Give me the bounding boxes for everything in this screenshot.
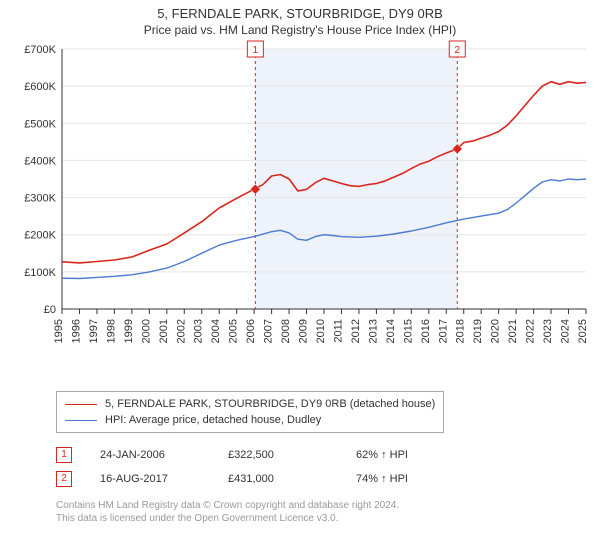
- x-tick-label: 2024: [560, 319, 572, 343]
- sale-marker-box: 1: [56, 447, 72, 463]
- marker-flag-number: 2: [454, 45, 460, 56]
- x-tick-label: 2016: [420, 319, 432, 343]
- chart-subtitle: Price paid vs. HM Land Registry's House …: [0, 23, 600, 37]
- sale-date: 16-AUG-2017: [100, 473, 200, 485]
- x-tick-label: 2005: [228, 319, 240, 343]
- x-tick-label: 2014: [385, 319, 397, 343]
- y-tick-label: £600K: [24, 81, 56, 93]
- x-tick-label: 1997: [88, 319, 100, 343]
- x-tick-label: 2021: [507, 319, 519, 343]
- x-tick-label: 2022: [525, 319, 537, 343]
- x-tick-label: 1999: [123, 319, 135, 343]
- footer-attribution: Contains HM Land Registry data © Crown c…: [56, 499, 588, 525]
- x-tick-label: 2006: [245, 319, 257, 343]
- legend-box: 5, FERNDALE PARK, STOURBRIDGE, DY9 0RB (…: [56, 391, 444, 433]
- sale-row: 2 16-AUG-2017 £431,000 74% ↑ HPI: [56, 467, 588, 491]
- y-tick-label: £0: [44, 304, 56, 316]
- x-tick-label: 2020: [490, 319, 502, 343]
- x-tick-label: 2012: [350, 319, 362, 343]
- x-tick-label: 2011: [332, 319, 344, 343]
- y-tick-label: £400K: [24, 155, 56, 167]
- legend-label: HPI: Average price, detached house, Dudl…: [105, 414, 321, 426]
- sale-marker-box: 2: [56, 471, 72, 487]
- marker-flag-number: 1: [253, 45, 259, 56]
- figure-root: 5, FERNDALE PARK, STOURBRIDGE, DY9 0RB P…: [0, 0, 600, 560]
- x-tick-label: 2013: [367, 319, 379, 343]
- x-tick-label: 2004: [210, 319, 222, 343]
- x-tick-label: 1996: [70, 319, 82, 343]
- footer-line-1: Contains HM Land Registry data © Crown c…: [56, 499, 588, 512]
- sale-price: £431,000: [228, 473, 328, 485]
- chart-title: 5, FERNDALE PARK, STOURBRIDGE, DY9 0RB: [0, 6, 600, 21]
- x-tick-label: 2010: [315, 319, 327, 343]
- legend-row: 5, FERNDALE PARK, STOURBRIDGE, DY9 0RB (…: [65, 396, 435, 412]
- legend-row: HPI: Average price, detached house, Dudl…: [65, 412, 435, 428]
- x-tick-label: 2008: [280, 319, 292, 343]
- x-tick-label: 1995: [53, 319, 65, 343]
- x-tick-label: 2018: [455, 319, 467, 343]
- x-tick-label: 2025: [577, 319, 589, 343]
- sale-price: £322,500: [228, 449, 328, 461]
- y-tick-label: £100K: [24, 267, 56, 279]
- sale-date: 24-JAN-2006: [100, 449, 200, 461]
- y-tick-label: £500K: [24, 118, 56, 130]
- y-tick-label: £200K: [24, 230, 56, 242]
- x-tick-label: 2017: [437, 319, 449, 343]
- legend-swatch: [65, 404, 97, 405]
- y-tick-label: £700K: [24, 44, 56, 56]
- x-tick-label: 1998: [105, 319, 117, 343]
- legend-swatch: [65, 420, 97, 421]
- legend-label: 5, FERNDALE PARK, STOURBRIDGE, DY9 0RB (…: [105, 398, 435, 410]
- chart-area: £0 £100K £200K £300K £400K £500K £600K £700K 199…: [6, 39, 594, 379]
- sale-row: 1 24-JAN-2006 £322,500 62% ↑ HPI: [56, 443, 588, 467]
- footer-line-2: This data is licensed under the Open Gov…: [56, 512, 588, 525]
- x-tick-label: 2019: [472, 319, 484, 343]
- x-tick-label: 2001: [158, 319, 170, 343]
- y-tick-label: £300K: [24, 193, 56, 205]
- sales-table: 1 24-JAN-2006 £322,500 62% ↑ HPI 2 16-AUG-201…: [56, 443, 588, 491]
- title-block: 5, FERNDALE PARK, STOURBRIDGE, DY9 0RB P…: [0, 0, 600, 39]
- sale-delta: 62% ↑ HPI: [356, 449, 456, 461]
- sale-delta: 74% ↑ HPI: [356, 473, 456, 485]
- x-tick-label: 2003: [193, 319, 205, 343]
- x-tick-label: 2015: [402, 319, 414, 343]
- x-tick-label: 2002: [175, 319, 187, 343]
- x-tick-label: 2009: [298, 319, 310, 343]
- sales-period-band: [255, 49, 457, 309]
- x-tick-label: 2000: [140, 319, 152, 343]
- x-tick-label: 2007: [263, 319, 275, 343]
- x-tick-label: 2023: [542, 319, 554, 343]
- line-chart-svg: £0 £100K £200K £300K £400K £500K £600K £700K 199…: [6, 39, 594, 379]
